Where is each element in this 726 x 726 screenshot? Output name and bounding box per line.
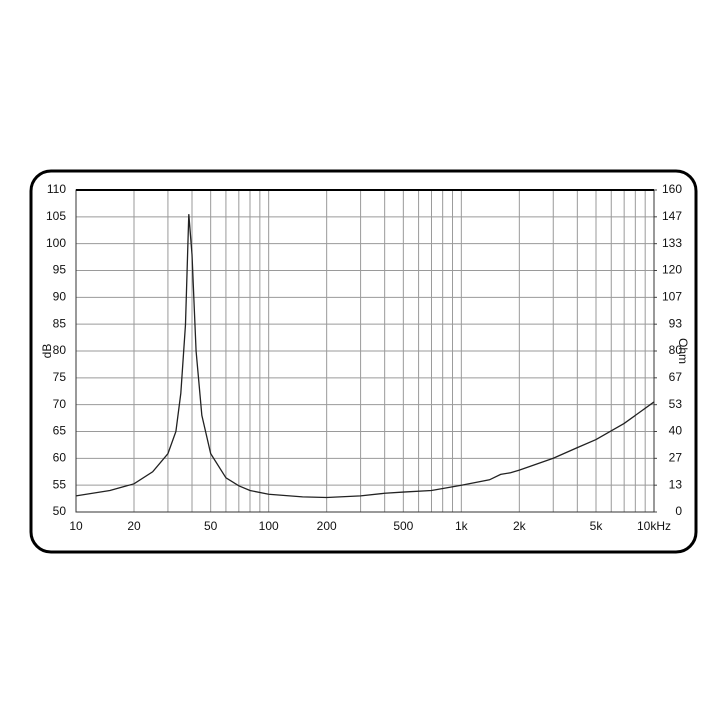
- x-tick-label: 1k: [455, 519, 469, 533]
- frame: [29, 169, 698, 554]
- y2-tick-label: 93: [669, 316, 683, 330]
- y2-tick-label: 80: [669, 343, 683, 357]
- y2-tick-label: 67: [669, 370, 683, 384]
- x-tick-label: 200: [317, 519, 337, 533]
- y-tick-label: 85: [53, 316, 67, 330]
- y-tick-label: 60: [53, 451, 67, 465]
- x-tick-label: 2k: [513, 519, 527, 533]
- y2-tick-label: 27: [669, 450, 683, 464]
- x-tick-label: 20: [127, 519, 141, 533]
- y2-tick-label: 40: [669, 424, 683, 438]
- y2-tick-label: 147: [662, 209, 682, 223]
- y-tick-label: 75: [53, 370, 67, 384]
- x-tick-label: 100: [259, 519, 279, 533]
- y-tick-label: 80: [53, 343, 67, 357]
- impedance-line: [75, 214, 655, 499]
- y2-tick-label: 0: [675, 504, 682, 518]
- y2-axis-label: Ohm: [676, 338, 690, 364]
- y-tick-label: 65: [53, 424, 67, 438]
- y-tick-label: 70: [53, 397, 67, 411]
- y-tick-label: 95: [53, 263, 67, 277]
- x-tick-label: 10kHz: [637, 519, 671, 533]
- y-tick-label: 100: [46, 236, 66, 250]
- y2-tick-label: 160: [662, 182, 682, 196]
- y-tick-label: 90: [53, 290, 67, 304]
- y2-tick-label: 53: [669, 397, 683, 411]
- y-tick-label: 110: [47, 182, 66, 196]
- y-tick-label: 105: [46, 209, 66, 223]
- y-tick-label: 50: [53, 504, 67, 518]
- y-axis-label: dB: [40, 344, 54, 359]
- x-tick-label: 5k: [590, 519, 604, 533]
- x-tick-label: 500: [393, 519, 413, 533]
- y-tick-label: 55: [53, 477, 67, 491]
- y2-tick-label: 13: [669, 477, 683, 491]
- y2-tick-label: 133: [662, 236, 682, 250]
- x-tick-label: 10: [69, 519, 83, 533]
- y2-tick-label: 107: [662, 289, 682, 303]
- y2-tick-label: 120: [662, 263, 682, 277]
- x-tick-label: 50: [204, 519, 218, 533]
